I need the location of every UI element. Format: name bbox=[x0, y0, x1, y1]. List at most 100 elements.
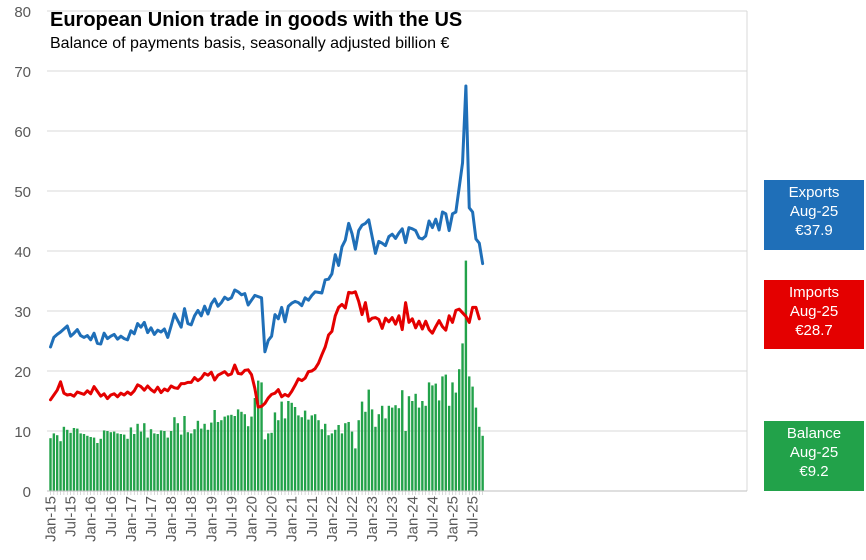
balance-bar bbox=[236, 409, 240, 491]
balance-bar bbox=[257, 380, 260, 491]
y-tick-label: 0 bbox=[23, 484, 31, 501]
balance-bar bbox=[444, 374, 447, 491]
balance-bar bbox=[437, 400, 441, 491]
balance-bar bbox=[62, 426, 66, 491]
balance-bar bbox=[468, 376, 471, 491]
balance-bar bbox=[72, 428, 76, 491]
balance-bar bbox=[56, 435, 59, 491]
balance-bar bbox=[340, 433, 344, 491]
balance-bar bbox=[149, 429, 153, 491]
balance-bar bbox=[478, 426, 481, 491]
balance-bar bbox=[297, 415, 300, 491]
balance-bar bbox=[179, 434, 183, 491]
balance-bar bbox=[464, 260, 468, 491]
balance-bar bbox=[280, 401, 283, 491]
balance-bar bbox=[86, 435, 89, 491]
imports-line bbox=[49, 290, 481, 409]
balance-bar bbox=[163, 431, 166, 491]
balance-bar bbox=[69, 432, 72, 491]
balance-bar bbox=[190, 433, 193, 491]
balance-bar bbox=[354, 448, 357, 491]
balance-bars bbox=[49, 260, 484, 491]
balance-bar bbox=[119, 434, 123, 491]
balance-bar bbox=[394, 405, 397, 491]
balance-bar bbox=[287, 401, 290, 491]
x-tick-label: Jan-19 bbox=[203, 496, 220, 542]
balance-bar bbox=[200, 428, 203, 491]
x-tick-label: Jan-22 bbox=[324, 496, 341, 542]
balance-bar bbox=[384, 418, 387, 491]
balance-bar bbox=[243, 414, 246, 491]
balance-bar bbox=[169, 431, 173, 491]
balance-bar bbox=[263, 439, 267, 491]
x-tick-label: Jan-16 bbox=[83, 496, 100, 542]
balance-bar bbox=[334, 429, 337, 491]
balance-callout-period: Aug-25 bbox=[789, 444, 839, 461]
x-tick-label: Jan-18 bbox=[163, 496, 180, 542]
chart-subtitle: Balance of payments basis, seasonally ad… bbox=[50, 35, 450, 52]
balance-bar bbox=[116, 433, 119, 491]
balance-bar bbox=[59, 441, 62, 491]
balance-bar bbox=[307, 419, 310, 491]
balance-bar bbox=[300, 417, 303, 491]
balance-bar bbox=[76, 428, 79, 491]
balance-bar bbox=[407, 396, 411, 491]
balance-bar bbox=[380, 405, 384, 491]
balance-bar bbox=[246, 426, 250, 491]
balance-bar bbox=[404, 431, 407, 491]
balance-bar bbox=[411, 401, 414, 491]
y-tick-label: 10 bbox=[14, 424, 31, 441]
balance-bar bbox=[447, 405, 451, 491]
balance-bar bbox=[223, 416, 226, 491]
balance-bar bbox=[434, 383, 437, 491]
balance-bar bbox=[186, 432, 190, 491]
balance-bar bbox=[347, 422, 350, 491]
balance-bar bbox=[414, 393, 417, 491]
balance-bar bbox=[397, 408, 401, 491]
balance-bar bbox=[173, 417, 176, 491]
balance-bar bbox=[193, 429, 196, 491]
imports-callout: Imports Aug-25 €28.7 bbox=[764, 280, 864, 349]
balance-bar bbox=[327, 435, 330, 491]
balance-bar bbox=[89, 437, 92, 491]
balance-bar bbox=[461, 343, 464, 491]
balance-bar bbox=[441, 376, 444, 491]
balance-bar bbox=[82, 434, 86, 491]
balance-bar bbox=[270, 432, 273, 491]
balance-bar bbox=[49, 438, 52, 491]
balance-bar bbox=[330, 433, 334, 491]
balance-bar bbox=[166, 437, 169, 491]
x-tick-label: Jul-15 bbox=[63, 496, 80, 537]
y-tick-label: 50 bbox=[14, 184, 31, 201]
balance-bar bbox=[233, 416, 236, 491]
balance-bar bbox=[377, 414, 380, 491]
balance-bar bbox=[364, 411, 367, 491]
y-tick-label: 80 bbox=[14, 4, 31, 21]
balance-bar bbox=[230, 414, 233, 491]
balance-bar bbox=[421, 401, 424, 491]
exports-callout-name: Exports bbox=[788, 184, 840, 201]
imports-callout-period: Aug-25 bbox=[789, 303, 839, 320]
imports-callout-name: Imports bbox=[788, 284, 839, 301]
balance-bar bbox=[143, 423, 146, 491]
balance-bar bbox=[126, 438, 129, 491]
balance-bar bbox=[226, 415, 230, 491]
y-tick-label: 40 bbox=[14, 244, 31, 261]
x-tick-label: Jan-23 bbox=[364, 496, 381, 542]
balance-callout: Balance Aug-25 €9.2 bbox=[764, 421, 864, 491]
balance-bar bbox=[109, 432, 112, 491]
balance-bar bbox=[451, 382, 454, 491]
balance-bar bbox=[220, 420, 223, 491]
balance-bar bbox=[481, 435, 484, 491]
balance-bar bbox=[360, 401, 364, 491]
balance-bar bbox=[283, 418, 287, 491]
balance-bar bbox=[427, 382, 431, 491]
x-tick-label: Jul-20 bbox=[264, 496, 281, 537]
y-tick-label: 30 bbox=[14, 304, 31, 321]
balance-bar bbox=[303, 410, 307, 491]
exports-callout-value: €37.9 bbox=[795, 222, 833, 239]
balance-bar bbox=[159, 430, 163, 491]
balance-bar bbox=[210, 422, 213, 491]
balance-bar bbox=[424, 405, 427, 491]
y-tick-label: 70 bbox=[14, 64, 31, 81]
